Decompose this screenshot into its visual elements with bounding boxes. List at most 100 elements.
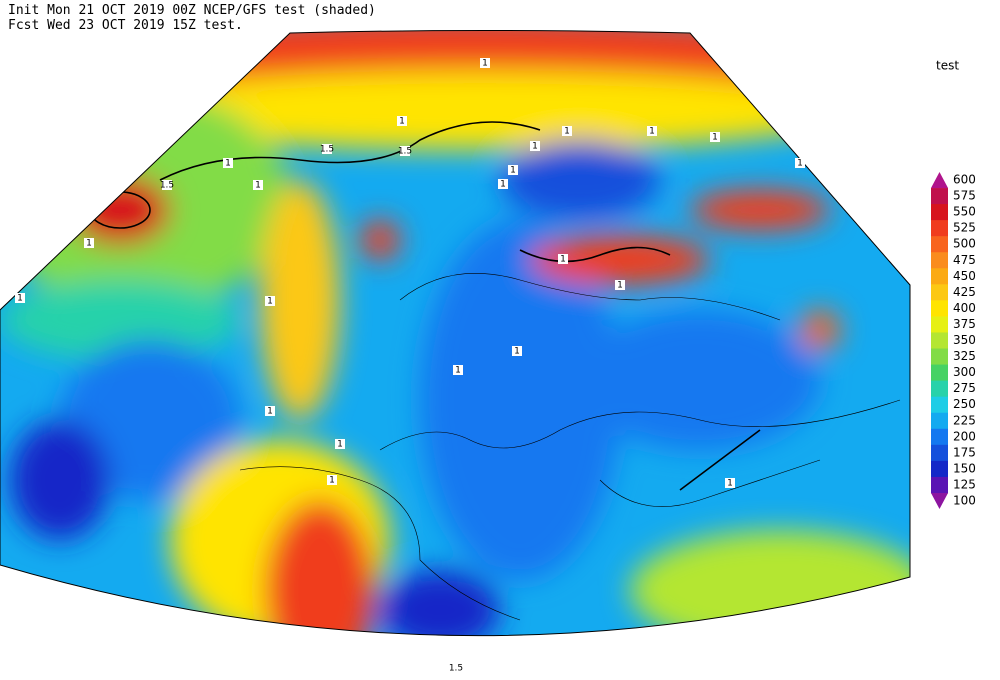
contour-label-box bbox=[322, 144, 332, 154]
legend-label: 400 bbox=[953, 301, 976, 315]
legend-swatch bbox=[931, 380, 948, 398]
legend-label: 550 bbox=[953, 205, 976, 219]
contour-label: 1 bbox=[267, 297, 273, 307]
contour-label-box bbox=[451, 663, 461, 673]
legend-label: 500 bbox=[953, 237, 976, 251]
contour-label-box bbox=[498, 179, 508, 189]
legend: 600 575 550 525 500 475 450 425 400 375 350 325 300 2… bbox=[931, 172, 976, 509]
contour-label-box bbox=[453, 365, 463, 375]
legend-swatch bbox=[931, 476, 948, 494]
legend-label: 575 bbox=[953, 189, 976, 203]
legend-label: 300 bbox=[953, 365, 976, 379]
contour-label-box bbox=[710, 132, 720, 142]
legend-swatch bbox=[931, 252, 948, 269]
legend-label: 350 bbox=[953, 333, 976, 347]
legend-swatch bbox=[931, 268, 948, 285]
contour-label-box bbox=[558, 254, 568, 264]
legend-label: 475 bbox=[953, 253, 976, 267]
contour-label: 1.5 bbox=[398, 147, 412, 157]
legend-swatch bbox=[931, 364, 948, 382]
contour-label: 1 bbox=[225, 159, 231, 169]
contour-label: 1 bbox=[514, 347, 520, 357]
contour-label-box bbox=[84, 238, 94, 248]
contour-label: 1 bbox=[564, 127, 570, 137]
contour-label: 1 bbox=[617, 281, 623, 291]
contour-label-box bbox=[162, 180, 172, 190]
contour-label: 1.5 bbox=[449, 664, 463, 674]
contour-label: 1 bbox=[510, 166, 516, 176]
contour-label-box bbox=[397, 116, 407, 126]
legend-label: 175 bbox=[953, 445, 976, 459]
map-frame bbox=[0, 30, 911, 637]
contour-label-box bbox=[795, 158, 805, 168]
legend-label: 325 bbox=[953, 349, 976, 363]
legend-label: 275 bbox=[953, 381, 976, 395]
legend-swatch bbox=[931, 220, 948, 237]
legend-swatch bbox=[931, 188, 948, 205]
legend-label: 100 bbox=[953, 494, 976, 508]
contour-label-box bbox=[530, 141, 540, 151]
legend-label: 250 bbox=[953, 397, 976, 411]
contour-label: 1 bbox=[337, 440, 343, 450]
legend-swatch bbox=[931, 396, 948, 414]
contour-label: 1 bbox=[727, 479, 733, 489]
contour-label-box bbox=[335, 439, 345, 449]
legend-swatch bbox=[931, 460, 948, 478]
legend-swatch bbox=[931, 172, 948, 188]
contour-label-box bbox=[327, 475, 337, 485]
contour-label: 1 bbox=[455, 366, 461, 376]
contour-label-box bbox=[512, 346, 522, 356]
header-line: Init Mon 21 OCT 2019 00Z NCEP/GFS test (… bbox=[8, 3, 376, 18]
contour-label: 1 bbox=[560, 255, 566, 265]
contour-label-box bbox=[508, 165, 518, 175]
contour-label-box bbox=[223, 158, 233, 168]
legend-swatch bbox=[931, 236, 948, 253]
contour-label-box bbox=[647, 126, 657, 136]
contour-label: 1 bbox=[255, 181, 261, 191]
contour-label: 1 bbox=[267, 407, 273, 417]
legend-swatch bbox=[931, 348, 948, 366]
legend-label: 225 bbox=[953, 413, 976, 427]
legend-label: 375 bbox=[953, 317, 976, 331]
legend-title: test bbox=[936, 59, 959, 73]
contour-label: 1.5 bbox=[320, 145, 334, 155]
legend-swatch bbox=[931, 428, 948, 446]
legend-label: 200 bbox=[953, 429, 976, 443]
contour-label-box bbox=[725, 478, 735, 488]
contour-label: 1 bbox=[399, 117, 405, 127]
contour-label: 1 bbox=[649, 127, 655, 137]
legend-label: 600 bbox=[953, 173, 976, 187]
legend-swatch bbox=[931, 316, 948, 333]
contour-label-box bbox=[253, 180, 263, 190]
contour-label: 1 bbox=[86, 239, 92, 249]
legend-swatch bbox=[931, 284, 948, 301]
legend-label: 425 bbox=[953, 285, 976, 299]
legend-swatch bbox=[931, 300, 948, 317]
legend-label: 525 bbox=[953, 221, 976, 235]
contour-label: 1 bbox=[797, 159, 803, 169]
legend-swatch bbox=[931, 204, 948, 221]
map bbox=[0, 30, 910, 636]
contour-label: 1 bbox=[712, 133, 718, 143]
legend-label: 125 bbox=[953, 477, 976, 491]
contour-label: 1 bbox=[17, 294, 23, 304]
contour-label-box bbox=[562, 126, 572, 136]
header-line: Fcst Wed 23 OCT 2019 15Z test. bbox=[8, 18, 243, 33]
contour-label-box bbox=[400, 146, 410, 156]
legend-swatch bbox=[931, 412, 948, 430]
contour-label-box bbox=[480, 58, 490, 68]
contour-label-box bbox=[265, 296, 275, 306]
contour-label: 1 bbox=[329, 476, 335, 486]
legend-label: 150 bbox=[953, 461, 976, 475]
contour-label-box bbox=[15, 293, 25, 303]
contour-label: 1.5 bbox=[160, 181, 174, 191]
contour-label-box bbox=[615, 280, 625, 290]
contour-label: 1 bbox=[500, 180, 506, 190]
contour-label-box bbox=[265, 406, 275, 416]
contour-label: 1 bbox=[532, 142, 538, 152]
legend-swatch bbox=[931, 493, 948, 509]
legend-swatch bbox=[931, 444, 948, 462]
legend-label: 450 bbox=[953, 269, 976, 283]
